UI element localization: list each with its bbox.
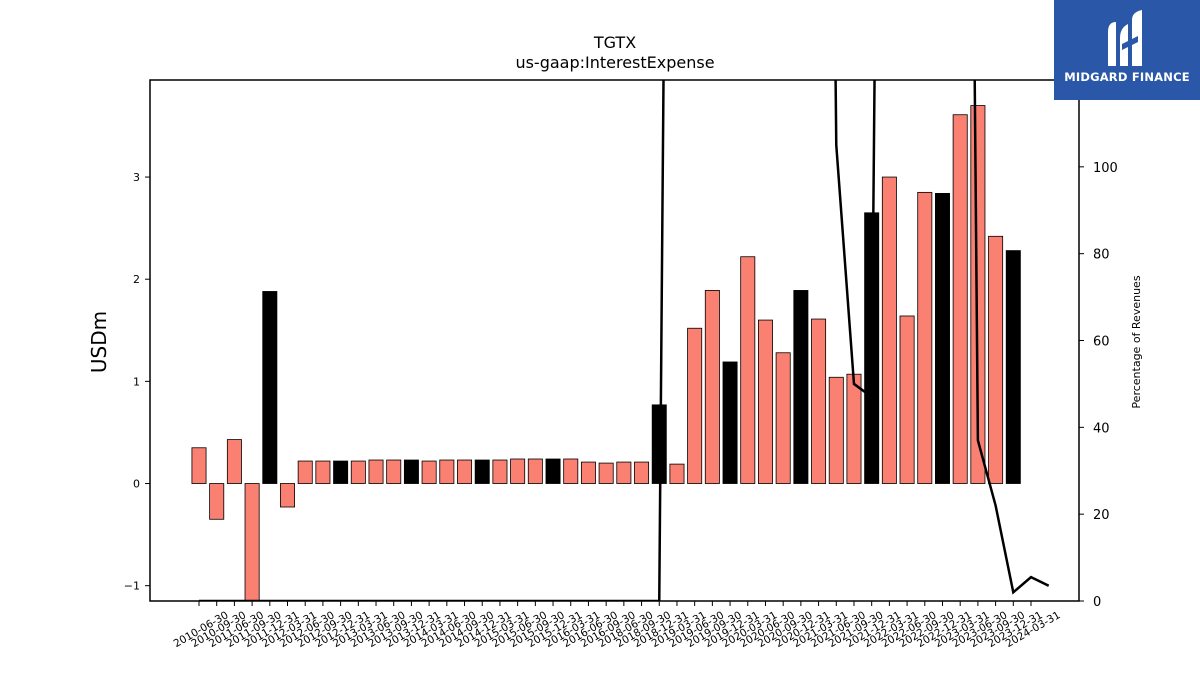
brand-name: MIDGARD FINANCE: [1064, 70, 1190, 84]
bar: [403, 459, 419, 484]
y-tick-label: 3: [133, 171, 140, 184]
bar: [740, 256, 756, 484]
bar: [669, 463, 685, 484]
y-tick-label: 0: [133, 478, 140, 491]
y-axis-label: USDm: [87, 311, 111, 373]
midgard-logo-icon: [1108, 10, 1142, 66]
bar: [492, 459, 508, 484]
y2-tick-label: 80: [1093, 248, 1110, 263]
bar: [793, 290, 809, 484]
brand-logo: MIDGARD FINANCE: [1054, 0, 1200, 100]
bar: [563, 458, 579, 484]
chart-title: TGTX: [593, 33, 636, 52]
bar: [545, 458, 561, 484]
bar: [634, 461, 650, 484]
bar: [952, 114, 968, 484]
y-tick-label: 2: [133, 273, 140, 286]
y2-tick-label: 0: [1093, 595, 1101, 610]
bar: [828, 376, 844, 484]
bar: [297, 460, 313, 484]
bar: [386, 459, 402, 484]
bar: [775, 352, 791, 484]
bar: [262, 291, 278, 484]
bar: [209, 483, 225, 520]
bar: [988, 235, 1004, 484]
bar: [333, 460, 349, 484]
bar: [474, 459, 490, 484]
bar: [527, 458, 543, 484]
y-tick-label: −1: [124, 580, 140, 593]
bar: [757, 319, 773, 484]
bar: [970, 105, 986, 484]
y2-tick-label: 60: [1093, 335, 1110, 350]
bar: [510, 458, 526, 484]
bar: [457, 459, 473, 484]
bar: [722, 361, 738, 484]
bar: [226, 439, 242, 484]
y-tick-label: 1: [133, 375, 140, 388]
bar: [687, 327, 703, 484]
bar: [935, 192, 950, 484]
y2-tick-label: 40: [1093, 421, 1110, 436]
bar: [421, 460, 437, 484]
bar: [315, 460, 331, 484]
y2-tick-label: 20: [1093, 508, 1110, 523]
bar: [811, 318, 827, 484]
bar: [191, 447, 207, 484]
y2-axis-label: Percentage of Revenues: [1130, 275, 1143, 408]
chart-subtitle: us-gaap:InterestExpense: [515, 53, 714, 72]
bar: [580, 461, 596, 484]
bar: [598, 462, 614, 484]
bar: [280, 483, 295, 508]
bar: [704, 290, 720, 484]
bar: [350, 460, 366, 484]
bar: [917, 191, 933, 484]
bar: [899, 315, 915, 484]
bar: [881, 176, 897, 484]
y2-tick-label: 100: [1093, 161, 1118, 176]
bar: [368, 459, 384, 484]
bar: [616, 461, 632, 484]
bar: [1005, 250, 1021, 484]
bar: [846, 373, 862, 484]
bar: [439, 459, 455, 484]
bar: [244, 483, 260, 601]
